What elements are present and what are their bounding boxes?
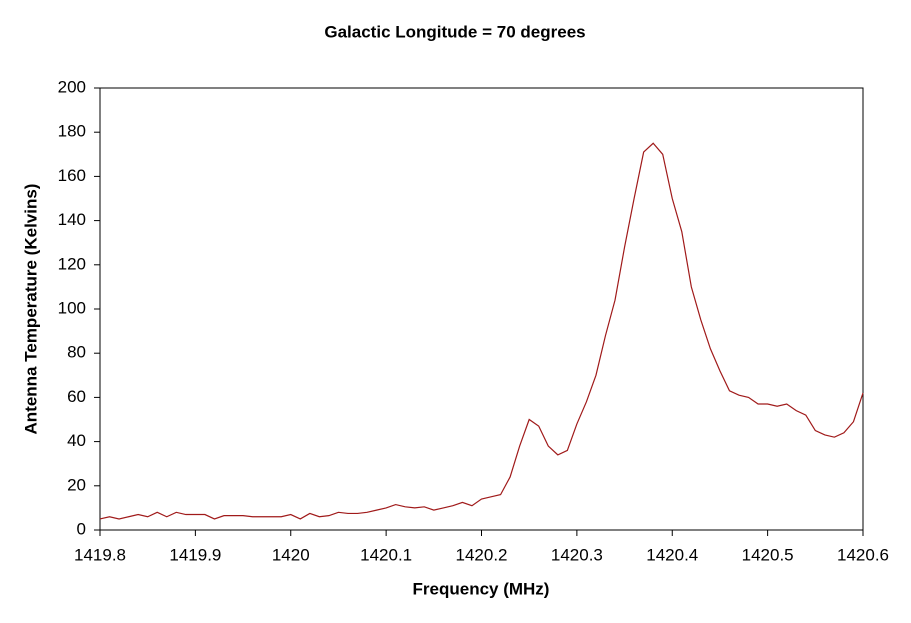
x-tick-label: 1420.5 <box>742 545 794 564</box>
y-tick-label: 120 <box>58 254 86 273</box>
y-tick-label: 40 <box>67 431 86 450</box>
y-tick-label: 80 <box>67 343 86 362</box>
y-tick-label: 160 <box>58 166 86 185</box>
x-tick-label: 1420 <box>272 545 310 564</box>
x-tick-label: 1420.2 <box>456 545 508 564</box>
x-tick-label: 1419.9 <box>169 545 221 564</box>
y-axis-label: Antenna Temperature (Kelvins) <box>21 184 40 435</box>
x-tick-label: 1420.4 <box>646 545 698 564</box>
x-tick-label: 1420.1 <box>360 545 412 564</box>
x-tick-label: 1420.6 <box>837 545 889 564</box>
data-line <box>99 142 864 520</box>
plot-frame <box>99 87 864 531</box>
y-tick-label: 180 <box>58 122 86 141</box>
y-tick-label: 100 <box>58 298 86 317</box>
x-tick-label: 1419.8 <box>74 545 126 564</box>
chart-title: Galactic Longitude = 70 degrees <box>324 22 585 41</box>
y-tick-label: 0 <box>77 519 86 538</box>
x-axis-label: Frequency (MHz) <box>413 579 550 598</box>
x-tick-label: 1420.3 <box>551 545 603 564</box>
y-tick-label: 200 <box>58 77 86 96</box>
y-tick-label: 140 <box>58 210 86 229</box>
y-tick-label: 60 <box>67 387 86 406</box>
y-tick-label: 20 <box>67 475 86 494</box>
